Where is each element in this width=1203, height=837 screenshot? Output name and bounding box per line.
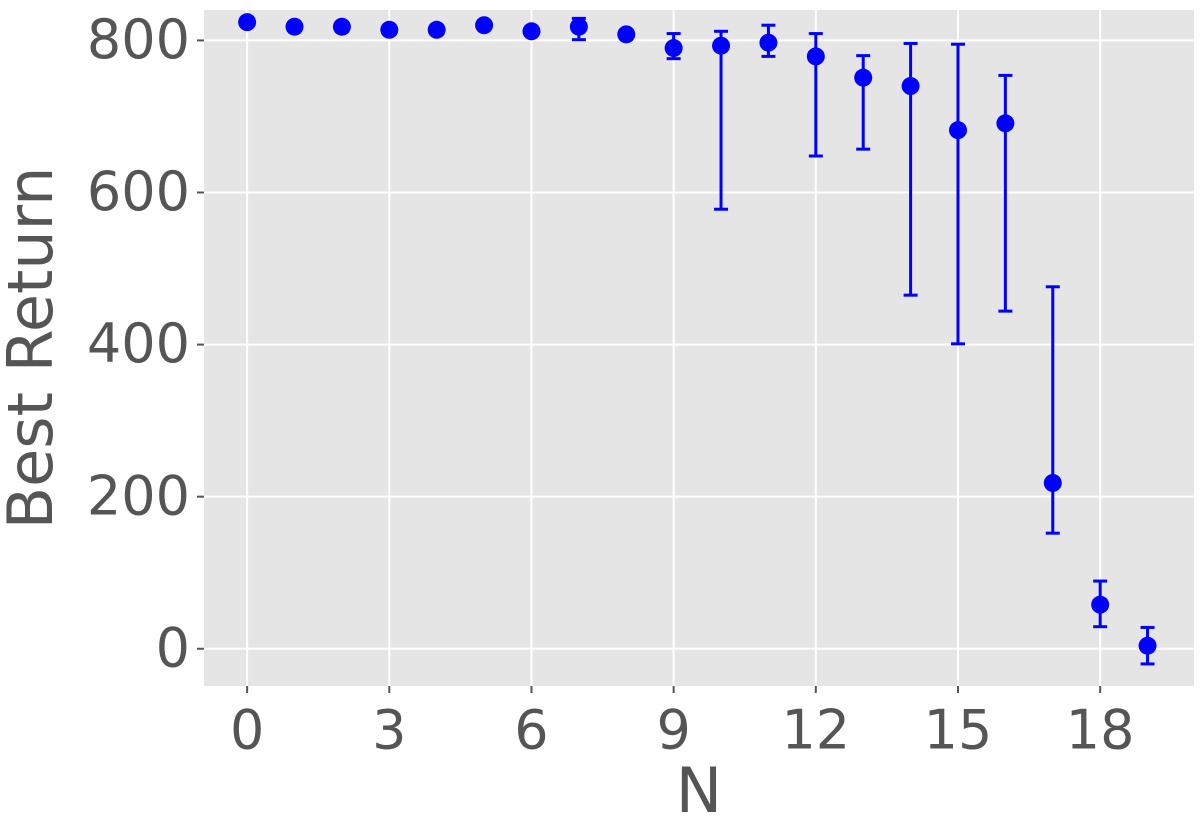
point <box>427 20 446 39</box>
point <box>806 47 825 66</box>
point <box>854 68 873 87</box>
point <box>901 77 920 96</box>
y-tick-label: 800 <box>87 8 190 71</box>
x-tick-label: 15 <box>924 699 993 762</box>
x-tick-label: 12 <box>781 699 850 762</box>
x-tick-label: 9 <box>656 699 690 762</box>
point <box>569 17 588 36</box>
point <box>996 114 1015 133</box>
x-tick-label: 0 <box>230 699 264 762</box>
point <box>1043 473 1062 492</box>
point <box>759 33 778 52</box>
x-tick-label: 6 <box>514 699 548 762</box>
point <box>380 20 399 39</box>
point <box>712 36 731 55</box>
x-tick-label: 18 <box>1066 699 1135 762</box>
x-tick-label: 3 <box>372 699 406 762</box>
point <box>285 17 304 36</box>
point <box>238 13 257 32</box>
point <box>475 16 494 35</box>
point <box>664 39 683 58</box>
y-tick-label: 600 <box>87 160 190 223</box>
y-tick-label: 400 <box>87 312 190 375</box>
point <box>522 22 541 41</box>
point <box>332 17 351 36</box>
x-axis-label: N <box>676 754 722 827</box>
plot-area <box>204 10 1194 686</box>
y-axis-label: Best Return <box>0 167 67 530</box>
point <box>617 25 636 44</box>
point <box>1138 636 1157 655</box>
point <box>1091 595 1110 614</box>
y-tick-label: 0 <box>156 616 190 679</box>
point <box>948 121 967 140</box>
y-tick-label: 200 <box>87 464 190 527</box>
